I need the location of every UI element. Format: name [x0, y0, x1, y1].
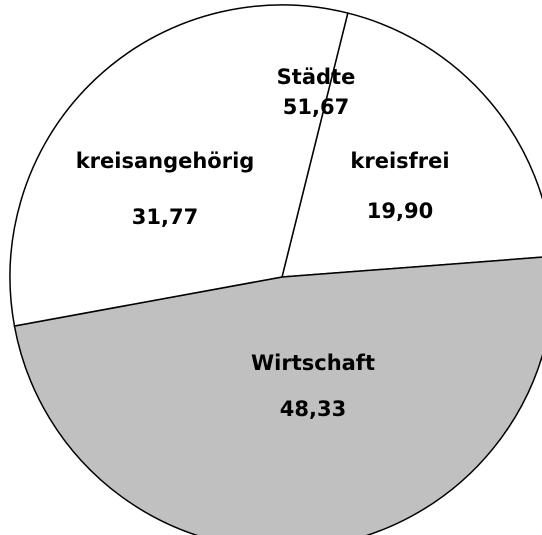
pie-slice	[9, 4, 349, 327]
slice-value: 31,77	[132, 205, 198, 229]
annotation-label: Städte	[277, 65, 356, 89]
slice-label: kreisangehörig	[76, 149, 255, 173]
slice-label: Wirtschaft	[251, 351, 375, 375]
slice-value: 19,90	[367, 199, 433, 223]
pie-slice	[281, 12, 542, 278]
slice-value: 48,33	[280, 397, 346, 421]
slice-label: kreisfrei	[350, 149, 449, 173]
annotation-value: 51,67	[283, 95, 349, 119]
pie-slice	[13, 256, 542, 535]
